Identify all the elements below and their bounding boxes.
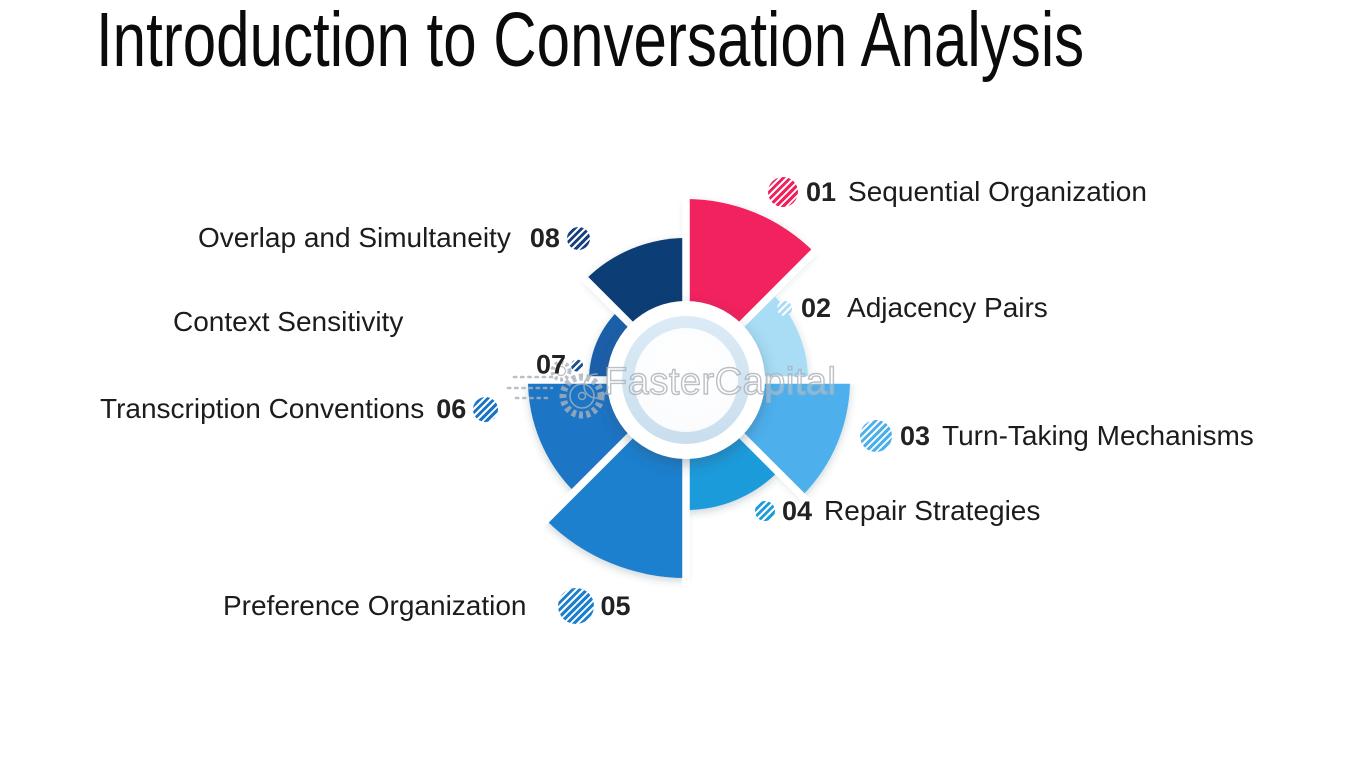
hatched-dot-03	[860, 420, 892, 452]
item-label: Sequential Organization	[848, 176, 1147, 207]
legend-item-04: 04 Repair Strategies	[755, 495, 1040, 527]
item-number: 05	[600, 590, 631, 621]
item-number: 02	[801, 292, 832, 323]
item-number: 06	[436, 393, 467, 424]
legend-item-05: Preference Organization 05	[223, 588, 631, 624]
item-label: Adjacency Pairs	[847, 292, 1048, 323]
center-hub	[607, 301, 765, 459]
item-label: Turn-Taking Mechanisms	[942, 420, 1254, 451]
item-label: Context Sensitivity	[173, 306, 404, 337]
page-title: Introduction to Conversation Analysis	[96, 0, 1085, 83]
item-number: 07	[536, 349, 567, 380]
hatched-dot-08	[566, 226, 590, 250]
hatched-dot-06	[473, 396, 499, 422]
legend-item-07-label: Context Sensitivity	[173, 306, 403, 338]
hatched-dot-02	[777, 300, 792, 316]
item-label: Preference Organization	[223, 590, 527, 621]
hatched-dot-05	[557, 588, 594, 624]
item-number: 08	[529, 222, 560, 253]
item-number: 01	[806, 176, 837, 207]
legend-item-03: 03 Turn-Taking Mechanisms	[860, 420, 1254, 452]
legend-item-08: Overlap and Simultaneity 08	[198, 222, 590, 254]
item-label: Overlap and Simultaneity	[198, 222, 511, 253]
hatched-dot-04	[755, 501, 775, 521]
legend-item-01: 01 Sequential Organization	[768, 176, 1147, 208]
legend-item-06: Transcription Conventions 06	[100, 393, 499, 425]
item-label: Transcription Conventions	[100, 393, 425, 424]
legend-item-07-number: 07	[536, 349, 584, 381]
hatched-dot-01	[768, 177, 798, 207]
watermark-text: FasterCapital	[604, 361, 836, 403]
item-number: 03	[900, 420, 931, 451]
watermark: FasterCapital	[506, 360, 837, 419]
legend-item-02: 02 Adjacency Pairs	[777, 292, 1048, 324]
item-label: Repair Strategies	[824, 495, 1041, 526]
item-number: 04	[782, 495, 813, 526]
hatched-dot-07	[571, 359, 584, 371]
